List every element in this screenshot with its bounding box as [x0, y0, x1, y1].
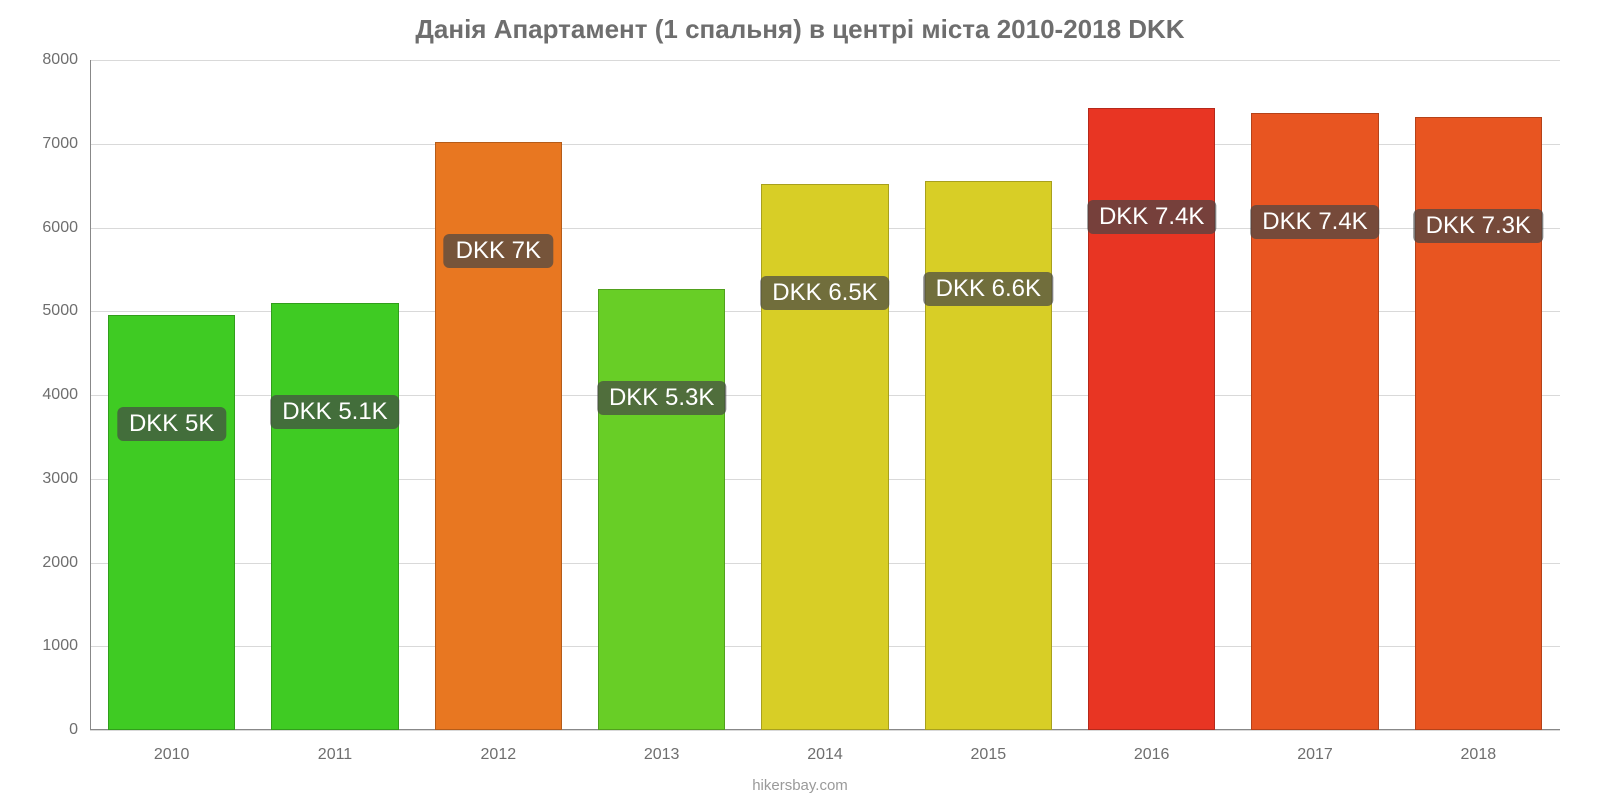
y-tick-label: 4000	[23, 386, 78, 404]
plot-area: 0100020003000400050006000700080002010DKK…	[90, 60, 1560, 730]
x-tick-label: 2012	[481, 746, 517, 764]
x-tick-label: 2016	[1134, 746, 1170, 764]
y-tick-label: 1000	[23, 637, 78, 655]
y-tick-label: 5000	[23, 302, 78, 320]
y-tick-label: 7000	[23, 135, 78, 153]
bar	[925, 181, 1052, 730]
gridline	[90, 60, 1560, 61]
x-tick-label: 2017	[1297, 746, 1333, 764]
bar-value-label: DKK 6.5K	[760, 276, 889, 310]
y-tick-label: 0	[23, 721, 78, 739]
bar-value-label: DKK 6.6K	[924, 272, 1053, 306]
bar-value-label: DKK 5.1K	[270, 395, 399, 429]
x-tick-label: 2015	[971, 746, 1007, 764]
chart-container: Данія Апартамент (1 спальня) в центрі мі…	[0, 0, 1600, 800]
bar-value-label: DKK 7.4K	[1250, 205, 1379, 239]
bar-value-label: DKK 7.3K	[1414, 209, 1543, 243]
y-tick-label: 6000	[23, 219, 78, 237]
chart-footer: hikersbay.com	[0, 777, 1600, 794]
bar-value-label: DKK 5K	[117, 407, 226, 441]
bar	[598, 289, 725, 730]
x-tick-label: 2018	[1461, 746, 1497, 764]
x-tick-label: 2013	[644, 746, 680, 764]
x-tick-label: 2011	[318, 746, 352, 764]
x-tick-label: 2014	[807, 746, 843, 764]
chart-title: Данія Апартамент (1 спальня) в центрі мі…	[0, 0, 1600, 45]
y-tick-label: 8000	[23, 51, 78, 69]
gridline	[90, 730, 1560, 731]
y-axis-line	[90, 60, 91, 730]
bar	[761, 184, 888, 730]
x-tick-label: 2010	[154, 746, 190, 764]
bar	[435, 142, 562, 730]
bar-value-label: DKK 7K	[444, 234, 553, 268]
bar-value-label: DKK 5.3K	[597, 381, 726, 415]
bar	[271, 303, 398, 730]
bar-value-label: DKK 7.4K	[1087, 200, 1216, 234]
bar	[108, 315, 235, 730]
y-tick-label: 2000	[23, 554, 78, 572]
y-tick-label: 3000	[23, 470, 78, 488]
